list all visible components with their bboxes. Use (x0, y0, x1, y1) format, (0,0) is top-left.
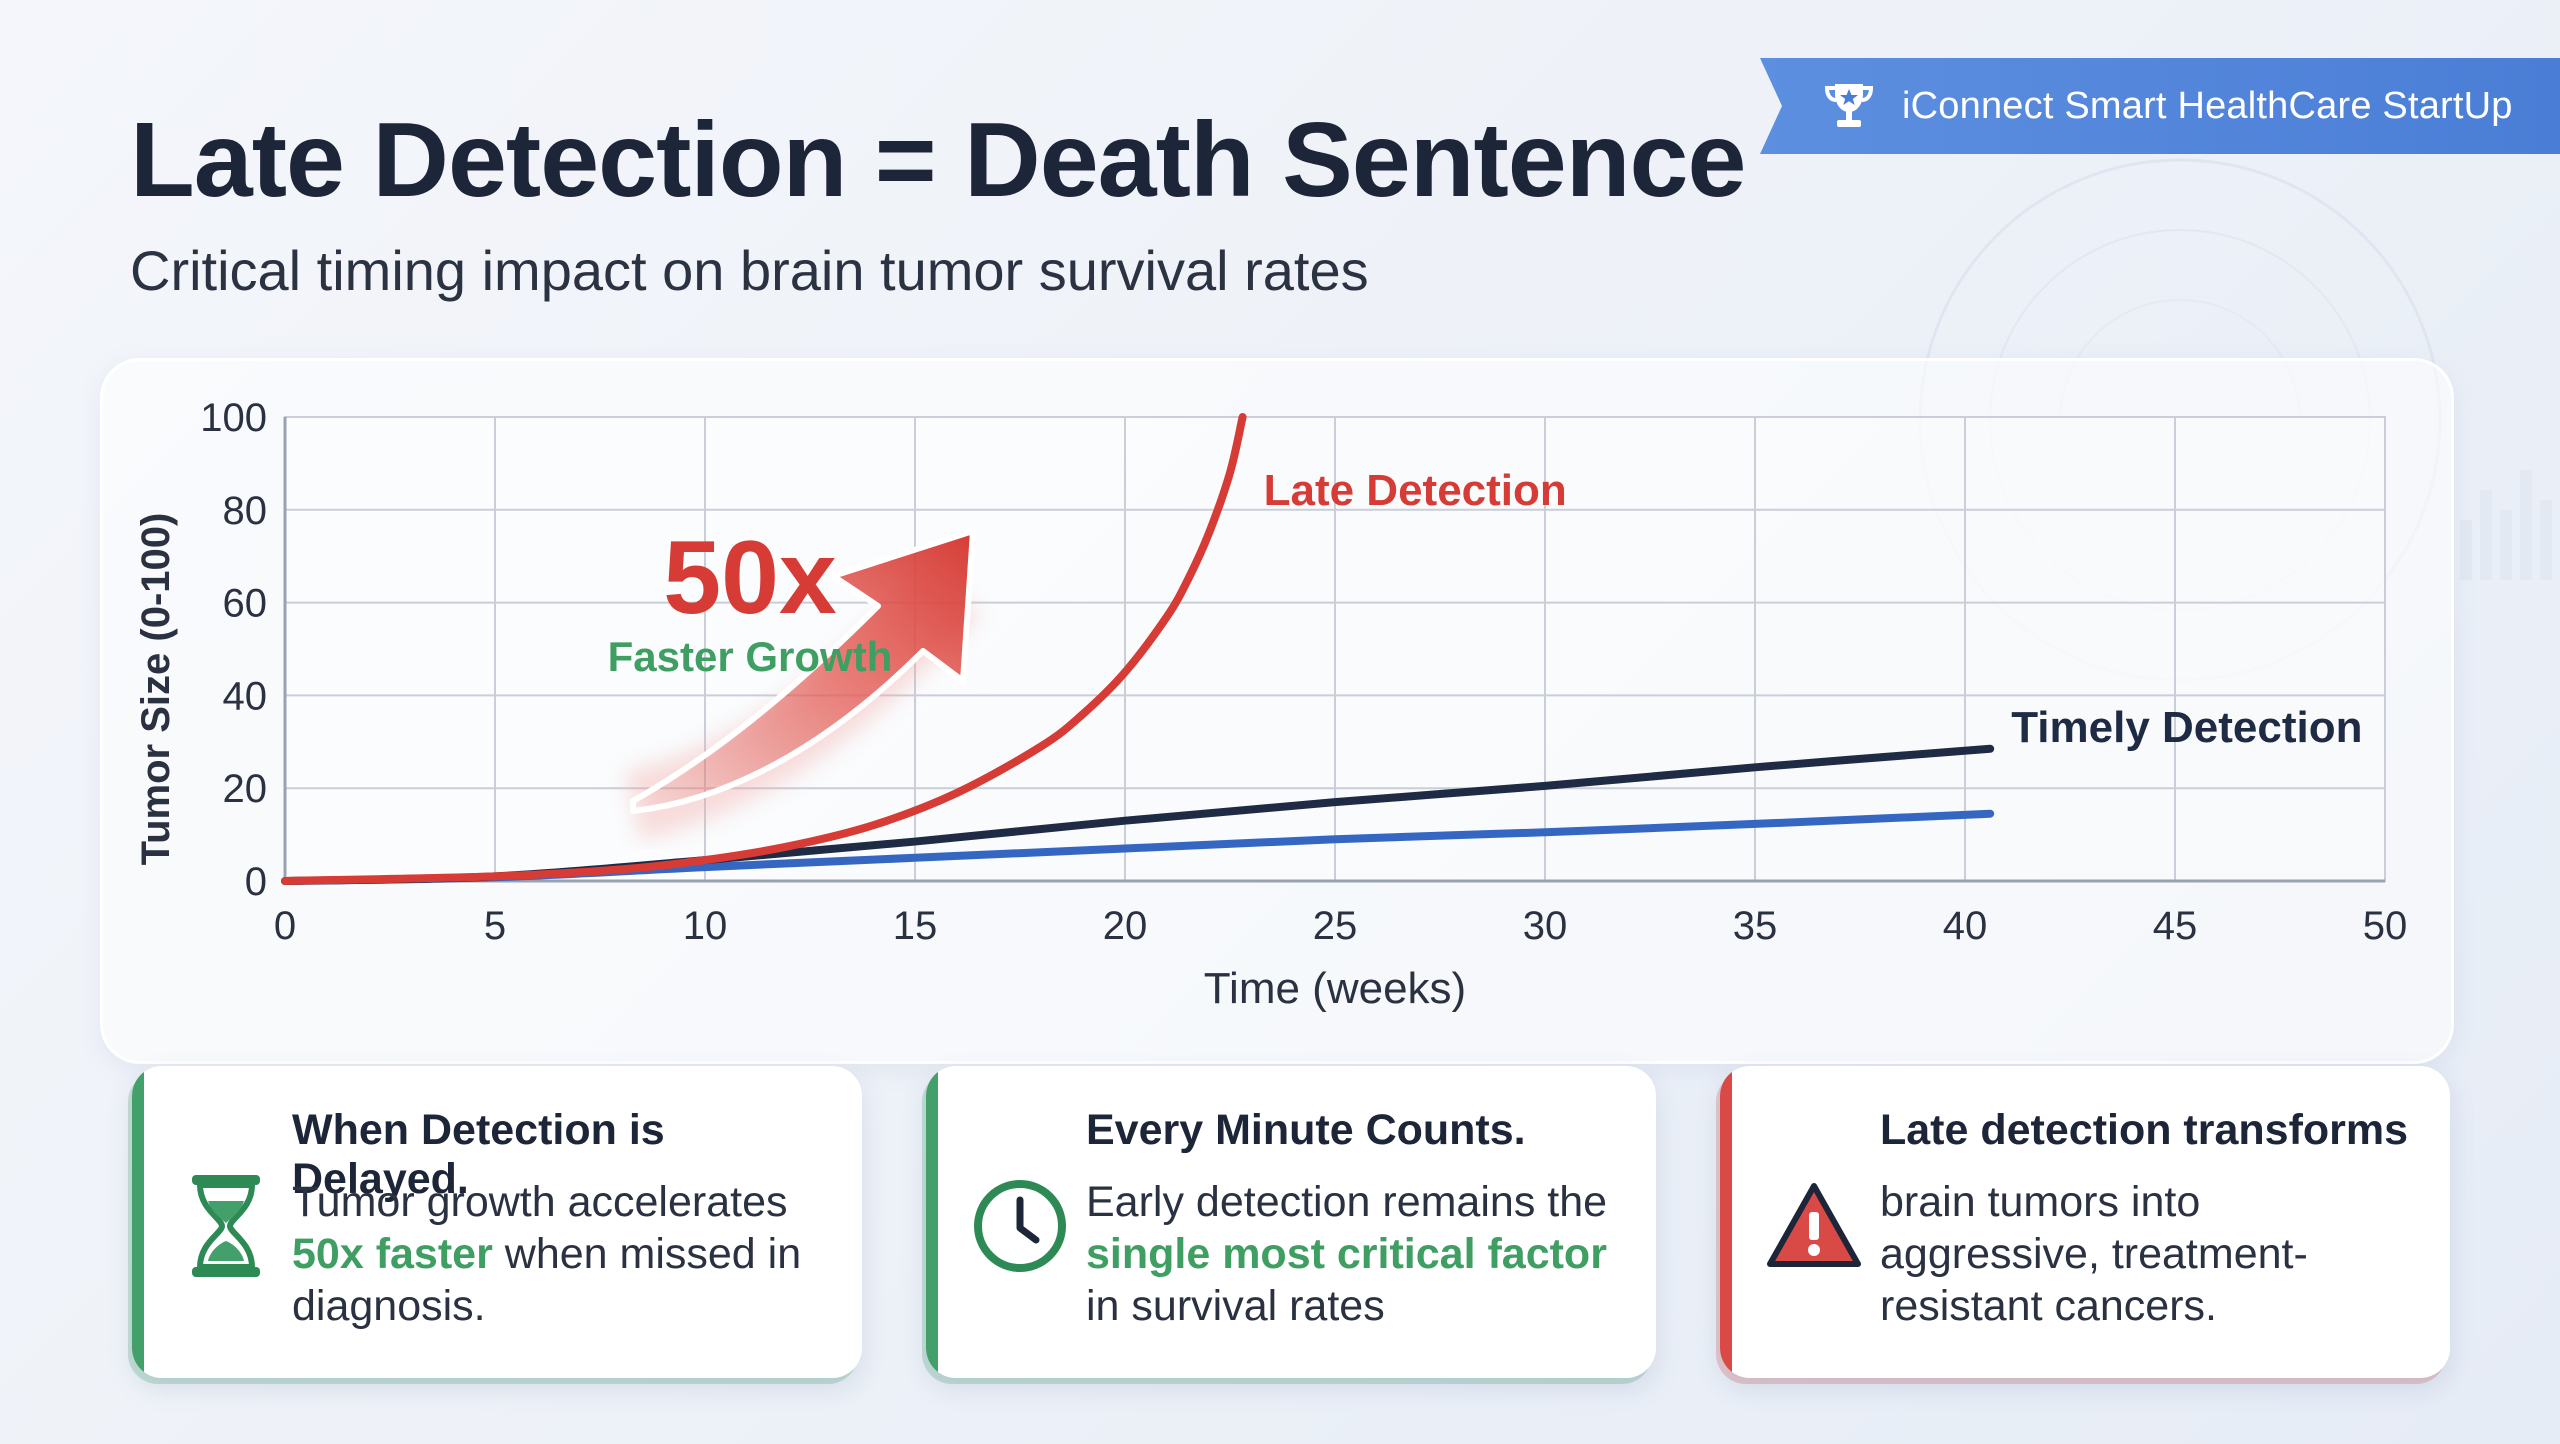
x-tick-label: 20 (1103, 904, 1148, 948)
hourglass-icon (176, 1166, 276, 1286)
page-title: Late Detection = Death Sentence (130, 101, 1746, 219)
y-tick-label: 80 (223, 489, 268, 533)
y-tick-label: 60 (223, 582, 268, 626)
card-body-text: Tumor growth accelerates (292, 1178, 788, 1226)
x-tick-label: 10 (683, 904, 728, 948)
trophy-icon (1818, 75, 1880, 137)
card-body-text: when missed in diagnosis. (292, 1230, 802, 1330)
card-accent (132, 1066, 144, 1378)
x-tick-label: 15 (893, 904, 938, 948)
banner-label: iConnect Smart HealthCare StartUp (1902, 84, 2513, 127)
warning-icon (1764, 1166, 1864, 1286)
y-axis-label: Tumor Size (0-100) (134, 513, 178, 866)
page-subtitle: Critical timing impact on brain tumor su… (130, 239, 1369, 302)
x-tick-label: 45 (2153, 904, 2198, 948)
card-body: brain tumors into aggressive, treatment-… (1880, 1176, 2426, 1332)
card-delayed-detection: When Detection is Delayed. Tumor growth … (132, 1066, 862, 1378)
card-body-text: Early detection remains the (1086, 1178, 1608, 1226)
growth-caption: Faster Growth (608, 633, 893, 680)
growth-arrow (630, 528, 976, 814)
card-heading: Late detection transforms (1880, 1106, 2409, 1154)
card-accent (1720, 1066, 1732, 1378)
startup-banner: iConnect Smart HealthCare StartUp (1760, 58, 2560, 154)
x-tick-label: 35 (1733, 904, 1778, 948)
chart-panel: 0 5 10 15 20 25 30 35 40 45 50 0 20 40 60 80 100 Time (we… (100, 358, 2454, 1064)
card-heading: When Detection is Delayed. (292, 1106, 665, 1203)
y-tick-label: 40 (223, 674, 268, 718)
card-body-text: in survival rates (1086, 1282, 1385, 1330)
card-every-minute: Every Minute Counts. Early detection rem… (926, 1066, 1656, 1378)
card-highlight: single most critical factor (1086, 1230, 1607, 1278)
x-tick-label: 50 (2363, 904, 2408, 948)
x-tick-label: 25 (1313, 904, 1358, 948)
late-detection-label: Late Detection (1264, 466, 1567, 515)
x-tick-label: 0 (274, 904, 296, 948)
y-tick-label: 100 (200, 396, 267, 440)
card-body: Early detection remains the single most … (1086, 1176, 1632, 1332)
card-heading: Every Minute Counts. (1086, 1106, 1526, 1154)
tumor-growth-chart: 0 5 10 15 20 25 30 35 40 45 50 0 20 40 60 80 100 Time (we… (134, 396, 2408, 1013)
timely-detection-label: Timely Detection (2011, 703, 2362, 752)
late-detection-line (281, 413, 1247, 885)
card-body: Tumor growth accelerates 50x faster when… (292, 1176, 838, 1332)
y-tick-label: 0 (245, 860, 267, 904)
x-axis-label: Time (weeks) (1204, 964, 1466, 1013)
card-body-text: brain tumors into aggressive, treatment-… (1880, 1178, 2308, 1330)
card-accent (926, 1066, 938, 1378)
x-tick-label: 30 (1523, 904, 1568, 948)
x-tick-label: 5 (484, 904, 506, 948)
card-late-detection: Late detection transforms brain tumors i… (1720, 1066, 2450, 1378)
card-highlight: 50x faster (292, 1230, 493, 1278)
clock-icon (970, 1166, 1070, 1286)
y-tick-label: 20 (223, 767, 268, 811)
x-tick-label: 40 (1943, 904, 1988, 948)
growth-multiplier: 50x (663, 520, 837, 636)
